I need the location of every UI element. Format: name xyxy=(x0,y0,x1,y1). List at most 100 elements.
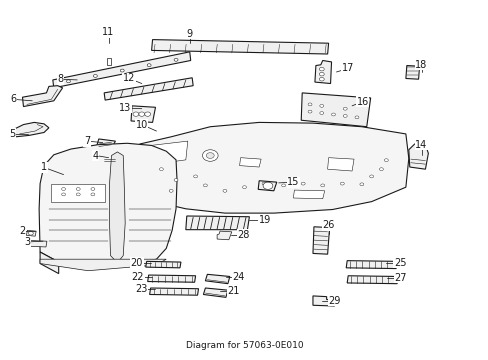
Circle shape xyxy=(91,188,95,190)
Text: 24: 24 xyxy=(232,272,244,282)
Circle shape xyxy=(340,182,344,185)
Polygon shape xyxy=(346,261,396,269)
Text: 27: 27 xyxy=(394,273,407,283)
Circle shape xyxy=(193,175,197,178)
Text: 11: 11 xyxy=(102,27,115,37)
Text: 4: 4 xyxy=(93,150,99,161)
Polygon shape xyxy=(217,231,231,240)
Polygon shape xyxy=(144,141,187,166)
Circle shape xyxy=(331,113,335,116)
Polygon shape xyxy=(149,288,198,295)
Text: 5: 5 xyxy=(10,129,16,139)
Circle shape xyxy=(319,77,324,81)
Polygon shape xyxy=(39,143,177,266)
Text: 15: 15 xyxy=(286,177,299,187)
Polygon shape xyxy=(40,259,166,271)
Circle shape xyxy=(133,112,139,116)
Text: Diagram for 57063-0E010: Diagram for 57063-0E010 xyxy=(185,341,303,350)
Polygon shape xyxy=(145,261,181,268)
Text: 16: 16 xyxy=(356,96,368,107)
Polygon shape xyxy=(301,93,370,127)
Circle shape xyxy=(223,189,226,192)
Polygon shape xyxy=(312,227,329,254)
Circle shape xyxy=(301,182,305,185)
Polygon shape xyxy=(139,122,408,213)
Circle shape xyxy=(369,175,373,178)
Circle shape xyxy=(359,183,363,186)
Circle shape xyxy=(76,193,80,196)
Polygon shape xyxy=(15,122,49,137)
Circle shape xyxy=(263,182,272,189)
Polygon shape xyxy=(312,296,335,306)
Circle shape xyxy=(159,168,163,171)
Polygon shape xyxy=(109,152,125,263)
Circle shape xyxy=(379,168,383,171)
Polygon shape xyxy=(96,139,115,149)
Polygon shape xyxy=(40,252,59,274)
Text: 28: 28 xyxy=(237,230,249,240)
Text: 18: 18 xyxy=(414,60,427,70)
Circle shape xyxy=(319,104,323,107)
Polygon shape xyxy=(258,181,276,191)
Polygon shape xyxy=(185,216,249,230)
Circle shape xyxy=(343,107,346,110)
Circle shape xyxy=(242,186,246,189)
Circle shape xyxy=(281,184,285,187)
Polygon shape xyxy=(327,158,353,171)
Polygon shape xyxy=(102,157,117,163)
Text: 1: 1 xyxy=(41,162,47,172)
Text: 12: 12 xyxy=(122,73,135,84)
Circle shape xyxy=(319,112,323,114)
Polygon shape xyxy=(147,275,195,282)
Circle shape xyxy=(169,189,173,192)
Polygon shape xyxy=(408,144,427,169)
Text: 2: 2 xyxy=(20,226,25,236)
Circle shape xyxy=(203,184,207,187)
Text: 8: 8 xyxy=(58,74,63,84)
Text: 22: 22 xyxy=(131,272,144,282)
Circle shape xyxy=(91,193,95,196)
Circle shape xyxy=(61,193,65,196)
Circle shape xyxy=(120,69,124,72)
Text: 20: 20 xyxy=(130,258,143,268)
Circle shape xyxy=(139,112,144,116)
Polygon shape xyxy=(405,66,419,79)
Circle shape xyxy=(206,153,214,158)
Circle shape xyxy=(319,72,324,76)
Text: 29: 29 xyxy=(327,296,340,306)
Polygon shape xyxy=(293,190,324,199)
Polygon shape xyxy=(53,52,190,88)
Circle shape xyxy=(262,182,265,185)
Polygon shape xyxy=(22,86,62,107)
Circle shape xyxy=(61,188,65,190)
Circle shape xyxy=(147,64,151,67)
Polygon shape xyxy=(314,60,331,84)
Polygon shape xyxy=(51,184,105,202)
Polygon shape xyxy=(239,158,261,167)
Polygon shape xyxy=(26,230,36,236)
Text: 10: 10 xyxy=(135,120,148,130)
Text: 25: 25 xyxy=(393,258,406,268)
Circle shape xyxy=(174,179,178,181)
Circle shape xyxy=(354,116,358,119)
Text: 26: 26 xyxy=(322,220,334,230)
Polygon shape xyxy=(104,78,193,100)
Polygon shape xyxy=(205,274,229,284)
Text: 9: 9 xyxy=(186,29,192,39)
Text: 7: 7 xyxy=(84,136,90,146)
Circle shape xyxy=(174,58,178,61)
Text: 6: 6 xyxy=(11,94,17,104)
Text: 19: 19 xyxy=(258,215,271,225)
Text: 13: 13 xyxy=(119,103,131,113)
Text: 3: 3 xyxy=(24,237,30,247)
Text: 17: 17 xyxy=(341,63,354,73)
Circle shape xyxy=(384,159,387,162)
Circle shape xyxy=(76,188,80,190)
Polygon shape xyxy=(131,106,155,122)
Circle shape xyxy=(307,110,311,113)
Circle shape xyxy=(202,150,218,161)
Polygon shape xyxy=(203,288,227,297)
Circle shape xyxy=(28,231,33,235)
Text: 21: 21 xyxy=(227,286,240,296)
Circle shape xyxy=(144,112,150,116)
